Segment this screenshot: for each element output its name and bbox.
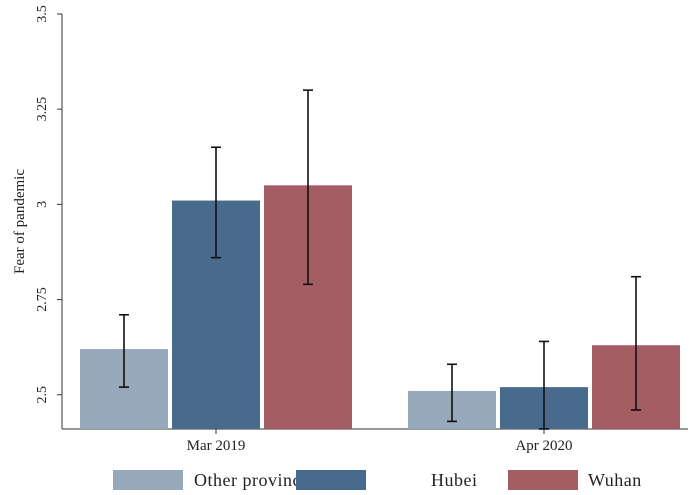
x-tick-label: Mar 2019 (187, 438, 246, 454)
y-tick-label: 2.5 (35, 386, 50, 404)
legend-swatch (508, 470, 578, 490)
bars (80, 185, 680, 429)
y-tick-label: 2.75 (35, 287, 50, 312)
y-tick-label: 3.5 (35, 5, 50, 23)
legend-swatch (296, 470, 366, 490)
y-tick-label: 3.25 (35, 97, 50, 122)
y-tick-label: 3 (35, 201, 50, 208)
legend-label: Hubei (431, 470, 478, 490)
labels: 2.5 2.75 3 3.25 3.5 Fear of pandemic Mar 2019 A… (12, 5, 573, 454)
error-bars (119, 89, 641, 430)
legend-swatch (113, 470, 183, 490)
y-axis-title: Fear of pandemic (12, 169, 28, 274)
legend-label: Other provinces (194, 470, 317, 490)
x-tick-label: Apr 2020 (515, 438, 572, 454)
legend-label: Wuhan (588, 470, 642, 490)
legend: Other provinces Hubei Wuhan (113, 470, 642, 490)
